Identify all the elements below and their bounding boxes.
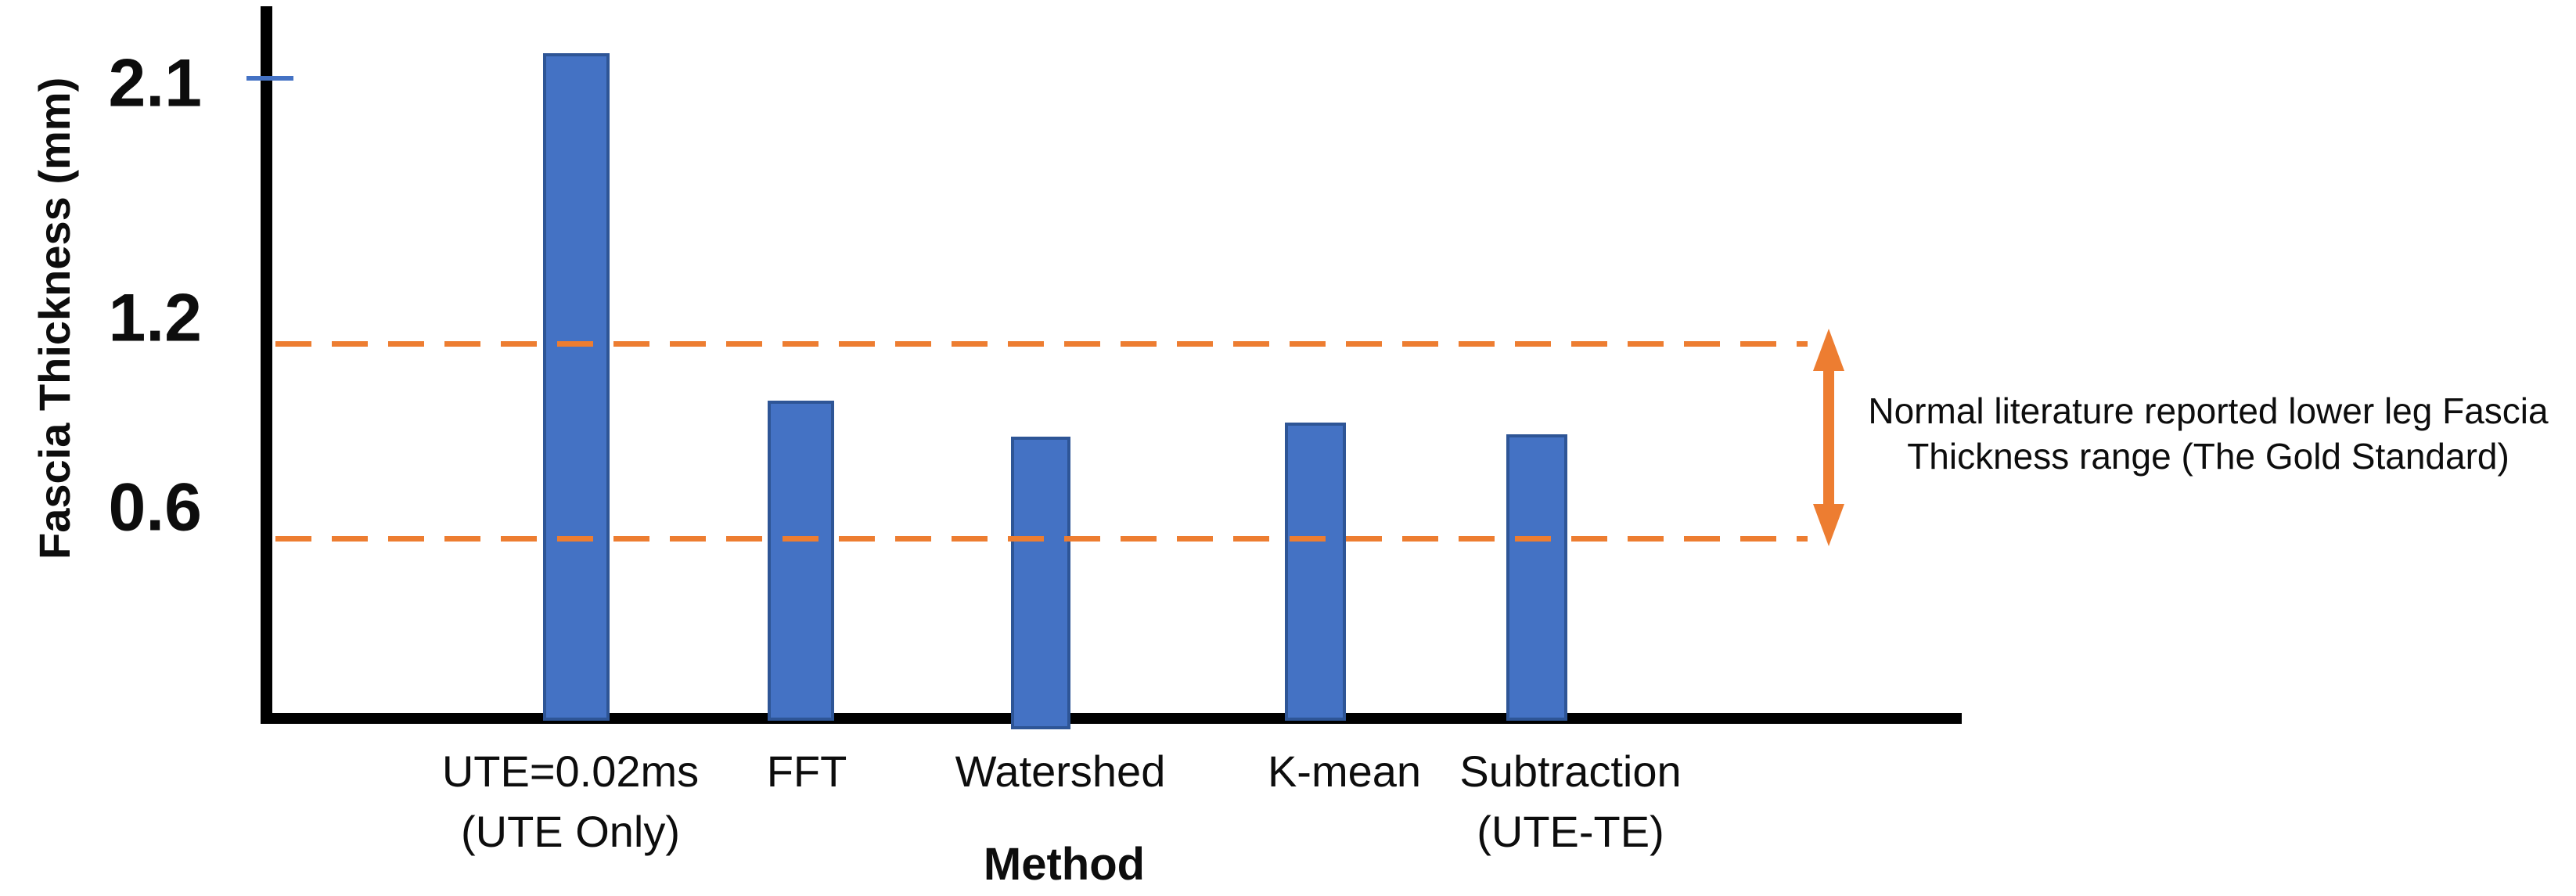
- bar-ute-0-02ms: [543, 53, 610, 721]
- bar-watershed: [1011, 437, 1070, 729]
- normal-range-upper-line: [275, 341, 1808, 347]
- y-axis-line: [261, 6, 272, 724]
- annotation-line-2: Thickness range (The Gold Standard): [1907, 436, 2509, 477]
- bar-k-mean: [1285, 423, 1346, 721]
- y-tick-label: 1.2: [108, 280, 202, 356]
- bar-fft: [768, 401, 834, 721]
- x-axis-line: [261, 713, 1962, 724]
- x-axis-title: Method: [983, 839, 1146, 890]
- annotation-line-1: Normal literature reported lower leg Fas…: [1868, 390, 2549, 431]
- x-category-label: Subtraction (UTE-TE): [1459, 747, 1682, 856]
- normal-range-annotation: Normal literature reported lower leg Fas…: [1828, 388, 2576, 479]
- x-category-label: K-mean: [1267, 747, 1422, 796]
- bar-subtraction: [1506, 434, 1567, 721]
- range-double-arrow-icon: [1813, 329, 1844, 546]
- reference-tick-2-1: [246, 76, 293, 81]
- x-category-label: FFT: [766, 747, 847, 796]
- x-category-label: UTE=0.02ms (UTE Only): [441, 747, 700, 856]
- y-tick-label: 2.1: [108, 45, 202, 121]
- normal-range-lower-line: [275, 536, 1808, 542]
- y-tick-label: 0.6: [108, 470, 202, 545]
- x-category-label: Watershed: [955, 747, 1166, 796]
